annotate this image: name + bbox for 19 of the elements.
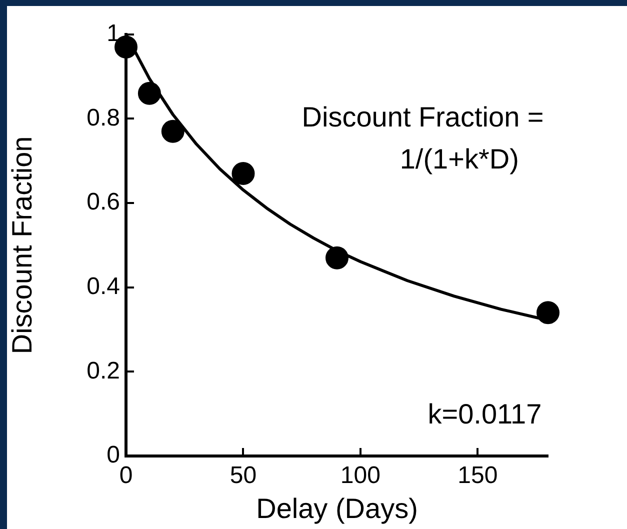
- x-tick-label: 50: [230, 462, 257, 490]
- point: [326, 246, 348, 270]
- annotation: k=0.0117: [428, 398, 542, 430]
- point: [232, 162, 255, 186]
- y-axis-title: Discount Fraction: [6, 136, 38, 354]
- annotation: Discount Fraction =: [302, 101, 544, 132]
- y-tick-label: 0.6: [86, 188, 120, 216]
- y-tick-label: 0.4: [86, 272, 120, 300]
- y-tick-label: 0.8: [86, 104, 120, 132]
- point: [161, 120, 184, 143]
- point: [138, 82, 161, 105]
- x-axis-title: Delay (Days): [256, 492, 418, 524]
- y-tick-label: 0.2: [86, 357, 120, 384]
- x-tick-label: 150: [458, 462, 498, 490]
- x-tick-label: 100: [340, 462, 380, 490]
- y-tick-label: 1: [106, 20, 120, 48]
- y-tick-label: 0: [106, 442, 120, 469]
- annotation: 1/(1+k*D): [400, 144, 519, 175]
- point: [536, 301, 560, 324]
